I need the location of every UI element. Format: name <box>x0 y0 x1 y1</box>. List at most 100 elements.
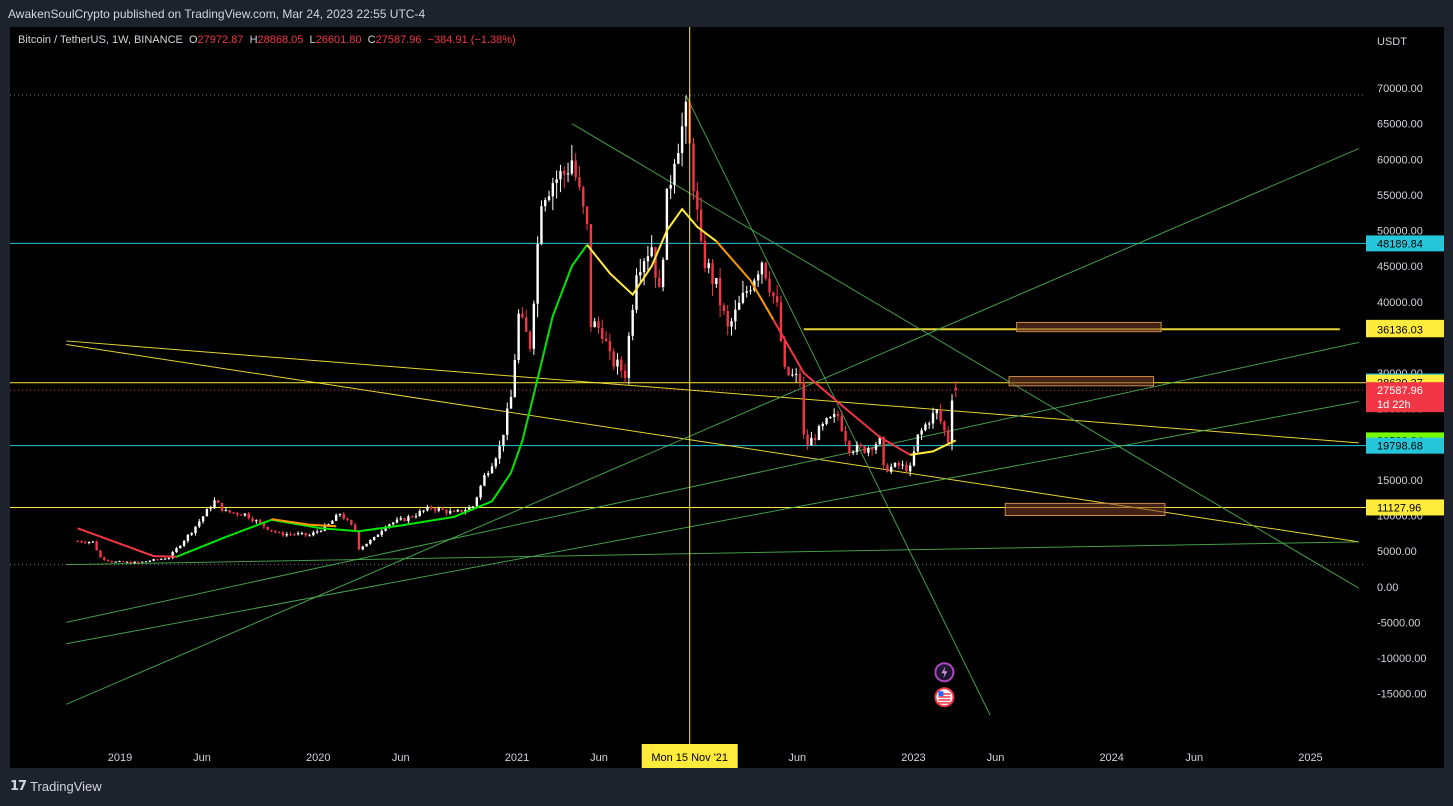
candle-body <box>163 558 167 560</box>
candle-body <box>585 206 589 225</box>
legend-close-label: C <box>367 34 376 46</box>
moving-average-line <box>77 527 177 558</box>
chart-svg[interactable] <box>10 27 1366 744</box>
candle-body <box>620 359 623 371</box>
legend-low-value: 26601.80 <box>315 34 362 46</box>
candle-body <box>901 464 904 466</box>
candle-body <box>844 430 847 441</box>
candle-body <box>870 448 874 450</box>
candle-body <box>175 548 178 553</box>
lightning-icon-bolt <box>941 666 948 679</box>
candle-body <box>745 291 748 293</box>
candle-body <box>201 516 205 522</box>
candle-body <box>825 418 828 424</box>
candle-body <box>437 508 440 511</box>
candle-body <box>601 327 604 339</box>
price-axis[interactable]: USDT 70000.00 65000.00 60000.00 55000.00 5000… <box>1366 27 1444 744</box>
chart-pane[interactable] <box>10 27 1366 744</box>
candle-body <box>924 424 927 431</box>
candle-body <box>506 408 509 435</box>
time-tick-label: Jun <box>788 752 806 764</box>
time-tick-label: 2025 <box>1298 752 1322 764</box>
candle-body <box>886 465 889 472</box>
candle-body <box>559 170 562 180</box>
lightning-icon[interactable] <box>934 662 955 683</box>
published-info: AwakenSoulCrypto published on TradingVie… <box>8 7 426 21</box>
candle-body <box>262 522 266 527</box>
candle-body <box>334 514 338 521</box>
candle-body <box>612 351 615 367</box>
candle-body <box>928 423 931 425</box>
candle-body <box>460 509 463 512</box>
time-axis-svg[interactable]: 2019 Jun 2020 Jun 2021 Jun Jun 2023 Jun 2024 Jun 20… <box>10 744 1444 768</box>
time-tick-label: 2020 <box>306 752 330 764</box>
candle-body <box>456 509 460 512</box>
candle-body <box>787 366 790 376</box>
candle-body <box>114 561 117 563</box>
target-zone <box>1004 502 1166 517</box>
candle-body <box>802 382 805 435</box>
candle-body <box>582 187 585 207</box>
candle-body <box>931 413 935 424</box>
trend-line <box>66 340 1359 444</box>
candle-body <box>141 561 144 563</box>
candle-body <box>391 522 395 525</box>
tradingview-brand[interactable]: 17 TradingView <box>10 779 102 794</box>
moving-average-line <box>586 207 717 297</box>
candle-body <box>726 311 729 327</box>
top-bar: AwakenSoulCrypto published on TradingVie… <box>0 0 1453 27</box>
candle-body <box>76 541 79 543</box>
time-tick-label: Jun <box>392 752 410 764</box>
legend-symbol[interactable]: Bitcoin / TetherUS, 1W, BINANCE <box>18 34 183 46</box>
time-axis[interactable]: 2019 Jun 2020 Jun 2021 Jun Jun 2023 Jun 2024 Jun 20… <box>10 744 1444 768</box>
candle-body <box>315 531 319 533</box>
us-flag-stripe <box>938 699 951 701</box>
price-tick-label: 55000.00 <box>1377 190 1423 202</box>
price-tick-label: -10000.00 <box>1377 653 1427 665</box>
tradingview-brand-name: TradingView <box>30 779 102 794</box>
candle-body <box>673 163 676 185</box>
candle-body <box>863 446 866 453</box>
price-label-text: 36136.03 <box>1377 324 1423 336</box>
candles-group <box>76 88 958 564</box>
candle-body <box>369 540 372 544</box>
candle-body <box>395 519 399 523</box>
candle-body <box>734 309 737 322</box>
candle-body <box>353 524 357 531</box>
candle-body <box>80 541 83 543</box>
candle-body <box>699 209 703 241</box>
symbol-legend[interactable]: Bitcoin / TetherUS, 1W, BINANCE O27972.8… <box>18 34 516 46</box>
candle-body <box>547 196 551 201</box>
price-axis-unit: USDT <box>1377 36 1407 48</box>
candle-body <box>281 532 285 536</box>
trend-line <box>66 401 1359 645</box>
candle-body <box>494 458 498 467</box>
candle-body <box>487 473 490 476</box>
candle-body <box>513 360 517 398</box>
candle-body <box>361 546 364 550</box>
candle-body <box>791 374 794 376</box>
candle-body <box>255 520 258 522</box>
tradingview-logo-icon: 17 <box>10 779 27 794</box>
legend-change: −384.91 (−1.38%) <box>427 34 516 46</box>
candle-body <box>677 152 680 164</box>
candle-body <box>103 557 106 560</box>
candle-body <box>327 523 330 525</box>
price-label-text: 19798.68 <box>1377 441 1423 453</box>
target-zone <box>1016 321 1162 333</box>
candle-body <box>528 331 532 349</box>
us-flag-stripe <box>938 696 951 698</box>
candle-body <box>908 465 912 472</box>
price-axis-svg[interactable]: USDT 70000.00 65000.00 60000.00 55000.00 5000… <box>1366 27 1444 744</box>
price-tick-label: 0.00 <box>1377 582 1398 594</box>
us-flag-stripe <box>938 702 951 704</box>
candle-body <box>867 448 870 453</box>
trend-line <box>571 123 1360 589</box>
us-flag-icon[interactable] <box>934 687 955 708</box>
candle-body <box>342 513 345 519</box>
candle-body <box>851 451 855 453</box>
candle-body <box>806 434 809 446</box>
candle-body <box>95 541 98 551</box>
candle-body <box>954 387 958 391</box>
candle-body <box>760 262 764 275</box>
